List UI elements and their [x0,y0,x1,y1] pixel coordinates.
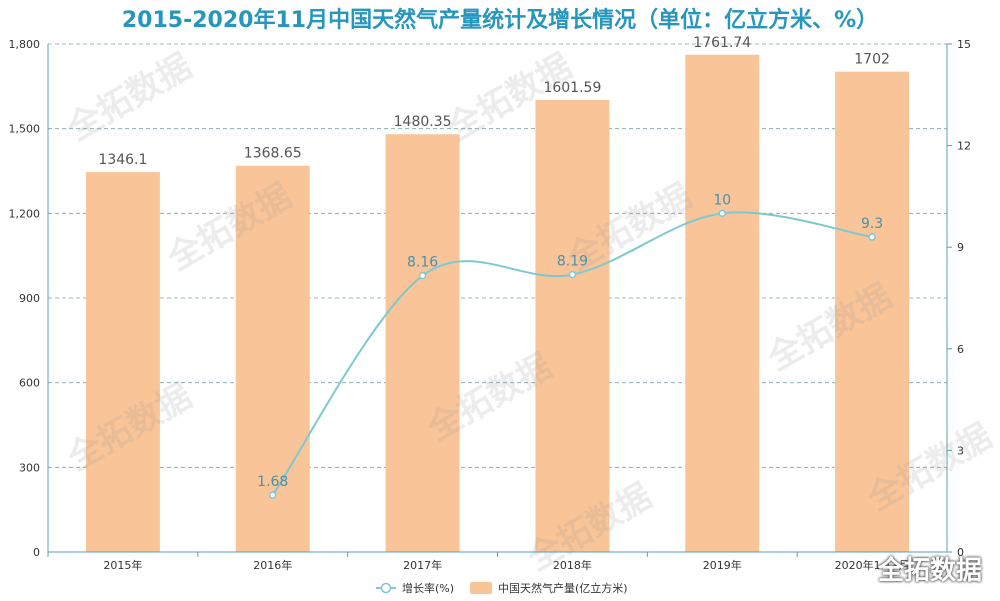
y-left-tick-label: 900 [19,292,40,305]
bar [685,54,760,552]
bar-value-label: 1368.65 [244,146,302,162]
legend-label-growth: 增长率(%) [402,581,454,595]
growth-line [271,211,873,496]
y-left-tick-label: 0 [33,546,40,559]
x-tick-label: 2015年 [103,558,142,572]
legend-bar-swatch [470,582,492,594]
bar [835,71,910,552]
y-right-tick-label: 3 [957,444,964,457]
growth-point [568,270,577,279]
bar-value-label: 1761.74 [693,35,751,51]
y-right-tick-label: 12 [957,140,971,153]
y-right-tick-label: 0 [957,546,964,559]
x-tick-label: 2018年 [553,558,592,572]
growth-point [718,209,726,218]
growth-value-label: 1.68 [257,474,288,490]
bar-value-label: 1346.1 [98,152,147,168]
bar [85,172,160,553]
x-tick-label: 2019年 [703,558,742,572]
bar [535,99,610,552]
bar [235,165,310,552]
y-right-tick-label: 6 [957,343,964,356]
x-tick-label: 2020年1-11月 [835,558,910,572]
growth-value-label: 10 [713,192,731,208]
legend-line-marker [380,582,392,594]
legend-label-output: 中国天然气产量(亿立方米) [498,581,628,595]
chart-title: 2015-2020年11月中国天然气产量统计及增长情况（单位：亿立方米、%） [121,8,879,33]
y-left-tick-label: 600 [19,377,40,390]
growth-value-label: 8.16 [407,255,438,271]
y-right-tick-label: 15 [957,38,971,51]
growth-point [269,491,277,499]
brand-logo: 全拓数据 [877,556,982,586]
bar [385,134,460,552]
bar-value-label: 1480.35 [394,114,452,130]
y-left-tick-label: 1,200 [9,207,41,220]
x-tick-label: 2017年 [403,558,442,572]
y-left-tick-label: 1,500 [9,123,41,136]
y-left-tick-label: 1,800 [9,38,41,51]
bar-value-label: 1601.59 [543,80,601,96]
x-tick-label: 2016年 [253,558,292,572]
y-right-tick-label: 9 [957,241,964,254]
growth-value-label: 9.3 [861,216,883,232]
growth-point [868,233,876,241]
y-left-tick-label: 300 [19,461,40,474]
growth-value-label: 8.19 [557,254,588,270]
bar-value-label: 1702 [854,52,890,68]
growth-point [418,271,427,280]
